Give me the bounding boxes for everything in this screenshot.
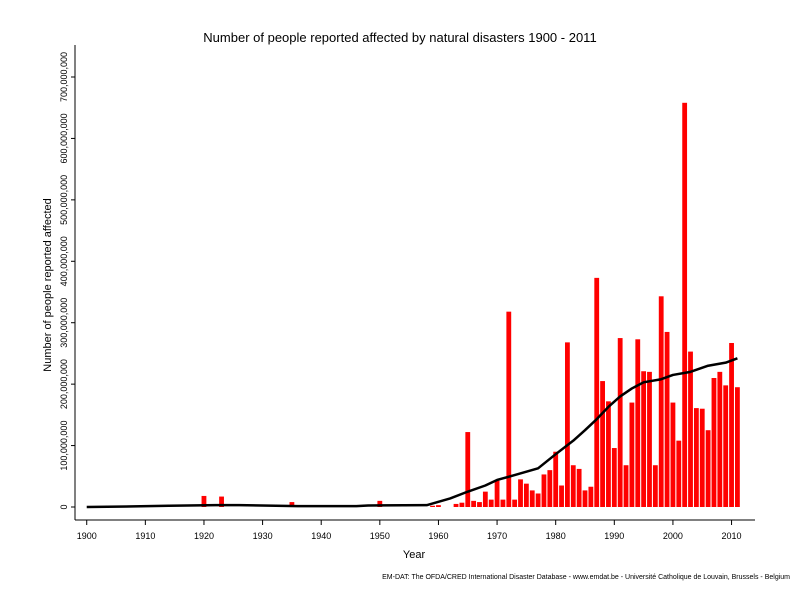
x-tick-label-1990: 1990 [604, 531, 624, 541]
bar-1959 [430, 505, 435, 507]
bar-1991 [617, 338, 623, 507]
bar-1997 [652, 465, 658, 507]
bar-1983 [570, 465, 576, 507]
x-tick-label-1930: 1930 [253, 531, 273, 541]
bar-1979 [547, 470, 553, 507]
trend-line [86, 357, 738, 509]
bar-1974 [518, 479, 523, 507]
bar-1960 [436, 505, 441, 507]
x-tick-label-1940: 1940 [311, 531, 331, 541]
bar-1966 [471, 500, 477, 507]
bar-2008 [717, 371, 723, 507]
x-tick-label-1950: 1950 [370, 531, 390, 541]
bar-1985 [582, 490, 588, 507]
bar-1977 [535, 493, 541, 507]
source-credit: EM-DAT: The OFDA/CRED International Disa… [382, 574, 790, 581]
y-tick-label-300000000: 300,000,000 [59, 298, 69, 348]
bar-1986 [588, 486, 594, 507]
x-tick-label-1900: 1900 [77, 531, 97, 541]
bar-1978 [541, 474, 547, 507]
bar-1923 [219, 496, 224, 507]
bar-1935 [289, 502, 295, 507]
bar-1998 [658, 296, 664, 507]
bar-2007 [711, 378, 717, 507]
bar-1994 [635, 339, 641, 507]
bar-1972 [506, 311, 512, 507]
bar-1987 [594, 277, 600, 507]
bar-1969 [488, 499, 494, 507]
bar-1990 [611, 448, 617, 507]
y-tick-label-600000000: 600,000,000 [59, 113, 69, 163]
bar-2009 [723, 385, 729, 507]
bar-1980 [553, 451, 559, 507]
trend-line-layer [86, 357, 738, 509]
bar-1999 [664, 331, 670, 507]
bar-2011 [735, 387, 740, 507]
bar-1989 [606, 401, 611, 507]
bar-1984 [576, 468, 582, 507]
bar-1965 [465, 432, 471, 507]
x-tick-label-1960: 1960 [428, 531, 448, 541]
bar-2004 [693, 408, 699, 507]
chart-title: Number of people reported affected by na… [203, 30, 597, 45]
bar-1920 [201, 495, 207, 507]
bar-1973 [512, 499, 518, 507]
x-tick-label-1910: 1910 [135, 531, 155, 541]
bar-1981 [559, 485, 564, 507]
y-tick-label-100000000: 100,000,000 [59, 421, 69, 471]
x-tick-label-1980: 1980 [546, 531, 566, 541]
bar-1982 [565, 342, 570, 507]
y-tick-label-500000000: 500,000,000 [59, 175, 69, 225]
x-tick-label-1920: 1920 [194, 531, 214, 541]
x-axis-label: Year [402, 549, 426, 561]
y-tick-label-0: 0 [59, 504, 69, 509]
bar-1988 [600, 381, 605, 507]
bar-2002 [682, 102, 688, 508]
bar-1967 [477, 502, 482, 507]
bar-1963 [453, 503, 459, 507]
y-tick-label-400000000: 400,000,000 [59, 236, 69, 286]
bar-1995 [641, 371, 647, 507]
bar-1968 [482, 491, 488, 507]
x-tick-label-2000: 2000 [663, 531, 683, 541]
bar-1970 [494, 480, 500, 507]
bar-1950 [377, 500, 383, 507]
bar-2001 [676, 440, 682, 507]
bar-2000 [670, 402, 676, 507]
bar-1976 [529, 490, 535, 507]
bar-1992 [623, 465, 629, 507]
bar-1996 [647, 371, 652, 507]
bar-1975 [523, 483, 529, 507]
bar-1993 [629, 402, 635, 507]
bar-2006 [705, 430, 711, 507]
y-tick-label-700000000: 700,000,000 [59, 52, 69, 102]
bar-2005 [699, 408, 705, 507]
y-tick-label-200000000: 200,000,000 [59, 359, 69, 409]
bar-2010 [729, 342, 734, 507]
axes-layer: 0 100,000,000 200,000,000 300,000,000 400,00… [59, 45, 755, 541]
bar-1971 [500, 499, 506, 507]
x-tick-label-1970: 1970 [487, 531, 507, 541]
bar-1964 [459, 502, 465, 507]
bar-2003 [688, 351, 693, 507]
x-tick-label-2010: 2010 [722, 531, 742, 541]
bars-layer [201, 102, 740, 508]
